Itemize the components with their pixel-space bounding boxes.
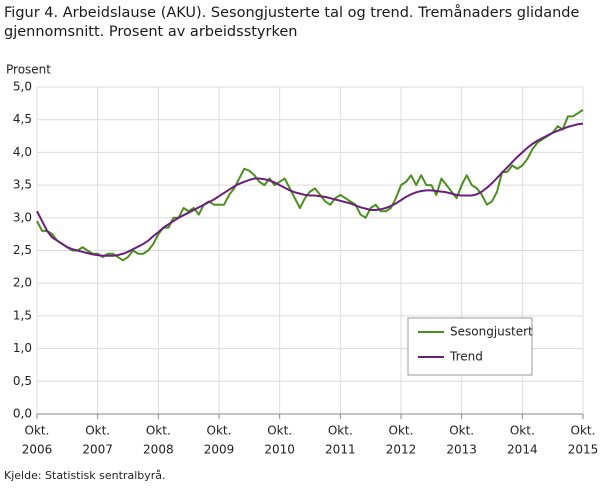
y-tick-label: 4,0 bbox=[13, 145, 32, 159]
y-tick-label: 1,5 bbox=[13, 308, 32, 322]
x-tick-label: Okt. bbox=[146, 424, 171, 438]
y-axis-label: Prosent bbox=[6, 63, 51, 77]
series-line bbox=[36, 109, 584, 262]
y-tick-label: 3,0 bbox=[13, 210, 32, 224]
y-tick-label: 4,5 bbox=[13, 112, 32, 126]
legend-label: Trend bbox=[449, 350, 483, 364]
chart-title: Figur 4. Arbeidslause (AKU). Sesongjuste… bbox=[4, 4, 580, 21]
x-tick-label: Okt. bbox=[25, 424, 50, 438]
y-tick-label: 2,0 bbox=[13, 276, 32, 290]
x-tick-label: 2015 bbox=[568, 443, 599, 457]
x-tick-label: 2014 bbox=[507, 443, 538, 457]
x-tick-label: 2013 bbox=[446, 443, 477, 457]
x-tick-label: Okt. bbox=[207, 424, 232, 438]
y-tick-label: 1,0 bbox=[13, 341, 32, 355]
x-tick-label: Okt. bbox=[328, 424, 353, 438]
x-tick-label: 2006 bbox=[22, 443, 53, 457]
y-tick-label: 3,5 bbox=[13, 178, 32, 192]
x-tick-label: 2012 bbox=[386, 443, 417, 457]
x-tick-label: 2011 bbox=[325, 443, 356, 457]
legend-box bbox=[407, 317, 533, 376]
legend-label: Sesongjustert bbox=[450, 325, 533, 339]
x-tick-label: Okt. bbox=[571, 424, 596, 438]
x-tick-label: Okt. bbox=[389, 424, 414, 438]
y-tick-label: 5,0 bbox=[13, 80, 32, 94]
series-line bbox=[36, 122, 584, 257]
x-tick-label: Okt. bbox=[85, 424, 110, 438]
x-tick-label: 2008 bbox=[143, 443, 174, 457]
x-tick-label: 2010 bbox=[264, 443, 295, 457]
x-tick-label: Okt. bbox=[267, 424, 292, 438]
x-tick-label: 2007 bbox=[82, 443, 113, 457]
x-tick-label: Okt. bbox=[449, 424, 474, 438]
x-tick-label: Okt. bbox=[510, 424, 535, 438]
y-tick-label: 0,0 bbox=[13, 407, 32, 421]
source-note: Kjelde: Statistisk sentralbyrå. bbox=[4, 469, 166, 482]
chart-title: gjennomsnitt. Prosent av arbeidsstyrken bbox=[4, 24, 297, 40]
y-tick-label: 2,5 bbox=[13, 243, 32, 257]
x-tick-label: 2009 bbox=[204, 443, 235, 457]
y-tick-label: 0,5 bbox=[13, 374, 32, 388]
